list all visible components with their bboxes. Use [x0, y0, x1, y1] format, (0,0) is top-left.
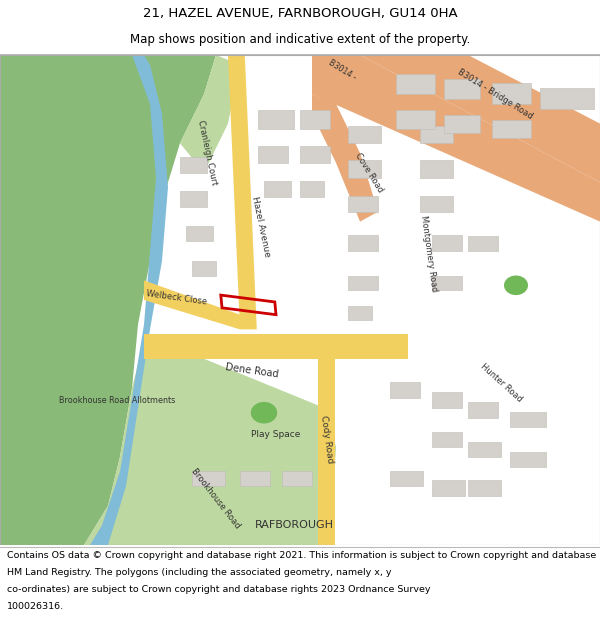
- Text: Dene Road: Dene Road: [225, 362, 279, 380]
- Bar: [396, 74, 435, 94]
- Bar: [348, 276, 378, 290]
- Bar: [540, 88, 594, 109]
- Text: 100026316.: 100026316.: [7, 602, 64, 611]
- Text: Contains OS data © Crown copyright and database right 2021. This information is : Contains OS data © Crown copyright and d…: [7, 551, 600, 559]
- Bar: [300, 181, 324, 197]
- Bar: [282, 471, 312, 486]
- Polygon shape: [84, 339, 336, 545]
- Bar: [348, 126, 381, 143]
- Bar: [180, 191, 207, 207]
- Polygon shape: [318, 359, 335, 545]
- Bar: [192, 471, 225, 486]
- Bar: [186, 226, 213, 241]
- Bar: [468, 442, 501, 457]
- Circle shape: [251, 402, 277, 424]
- Text: Hunter Road: Hunter Road: [478, 362, 524, 404]
- Polygon shape: [180, 55, 240, 172]
- Bar: [396, 110, 435, 129]
- Text: Welbeck Close: Welbeck Close: [146, 289, 208, 306]
- Text: Brookhouse Road: Brookhouse Road: [190, 467, 242, 530]
- Bar: [492, 83, 531, 104]
- Bar: [180, 157, 207, 172]
- Bar: [432, 236, 462, 251]
- Bar: [492, 119, 531, 138]
- Text: 21, HAZEL AVENUE, FARNBOROUGH, GU14 0HA: 21, HAZEL AVENUE, FARNBOROUGH, GU14 0HA: [143, 8, 457, 20]
- Polygon shape: [144, 334, 408, 359]
- Bar: [444, 79, 480, 99]
- Bar: [420, 196, 453, 212]
- Bar: [300, 146, 330, 162]
- Bar: [468, 236, 498, 251]
- Polygon shape: [360, 55, 600, 182]
- Bar: [468, 481, 501, 496]
- Text: HM Land Registry. The polygons (including the associated geometry, namely x, y: HM Land Registry. The polygons (includin…: [7, 568, 392, 577]
- Bar: [264, 181, 291, 197]
- Text: Brookhouse Road Allotments: Brookhouse Road Allotments: [59, 396, 175, 405]
- Bar: [258, 146, 288, 162]
- Text: co-ordinates) are subject to Crown copyright and database rights 2023 Ordnance S: co-ordinates) are subject to Crown copyr…: [7, 585, 431, 594]
- Bar: [240, 471, 270, 486]
- Polygon shape: [90, 55, 168, 545]
- Bar: [348, 306, 372, 319]
- Polygon shape: [228, 55, 257, 329]
- Bar: [510, 412, 546, 428]
- Bar: [300, 110, 330, 129]
- Bar: [390, 382, 420, 398]
- Bar: [432, 432, 462, 447]
- Bar: [348, 161, 381, 177]
- Text: Cranleigh Court: Cranleigh Court: [196, 119, 218, 186]
- Bar: [192, 261, 216, 276]
- Bar: [348, 236, 378, 251]
- Bar: [420, 161, 453, 177]
- Bar: [348, 196, 378, 212]
- Text: B3014 -: B3014 -: [326, 58, 358, 82]
- Bar: [420, 126, 453, 143]
- Polygon shape: [144, 281, 240, 329]
- Text: Cody Road: Cody Road: [319, 415, 335, 464]
- Text: Play Space: Play Space: [251, 430, 301, 439]
- Text: RAFBOROUGH: RAFBOROUGH: [254, 521, 334, 531]
- Bar: [468, 402, 498, 418]
- Bar: [510, 452, 546, 467]
- Text: B3014 - Bridge Road: B3014 - Bridge Road: [456, 68, 534, 121]
- Text: Map shows position and indicative extent of the property.: Map shows position and indicative extent…: [130, 33, 470, 46]
- Bar: [432, 481, 465, 496]
- Polygon shape: [312, 94, 378, 222]
- Text: Montgomery Road: Montgomery Road: [419, 214, 439, 292]
- Text: Hazel Avenue: Hazel Avenue: [250, 195, 272, 258]
- Bar: [258, 110, 294, 129]
- Polygon shape: [312, 55, 600, 222]
- Bar: [444, 115, 480, 133]
- Circle shape: [504, 276, 528, 295]
- Polygon shape: [0, 55, 216, 545]
- Bar: [390, 471, 423, 486]
- Bar: [432, 276, 462, 290]
- Text: Cove Road: Cove Road: [353, 151, 385, 194]
- Bar: [432, 392, 462, 408]
